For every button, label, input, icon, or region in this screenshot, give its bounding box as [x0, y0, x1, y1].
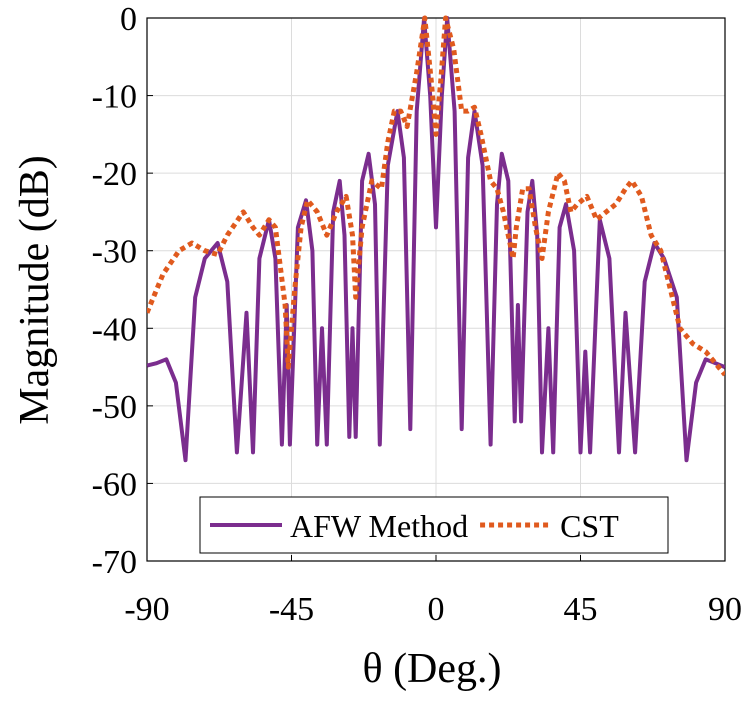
y-tick-label: -40	[92, 311, 137, 348]
x-tick-label: -90	[124, 591, 169, 628]
x-tick-label: 0	[428, 591, 445, 628]
plot-frame	[146, 17, 726, 562]
x-tick-label: -45	[269, 591, 314, 628]
y-tick-label: -10	[92, 79, 137, 116]
legend-label: AFW Method	[290, 508, 468, 544]
y-tick-label: -60	[92, 466, 137, 503]
y-tick-label: -30	[92, 234, 137, 271]
x-tick-label: 90	[708, 591, 742, 628]
x-axis-label: θ (Deg.)	[362, 646, 501, 692]
x-tick-label: 45	[564, 591, 598, 628]
y-tick-label: -70	[92, 544, 137, 581]
y-tick-label: -20	[92, 156, 137, 193]
y-axis-label: Magnitude (dB)	[12, 155, 58, 424]
legend-label: CST	[560, 508, 619, 544]
series-line	[147, 16, 725, 463]
y-tick-label: 0	[120, 1, 137, 38]
y-tick-label: -50	[92, 389, 137, 426]
legend: AFW Method CST	[199, 496, 669, 554]
